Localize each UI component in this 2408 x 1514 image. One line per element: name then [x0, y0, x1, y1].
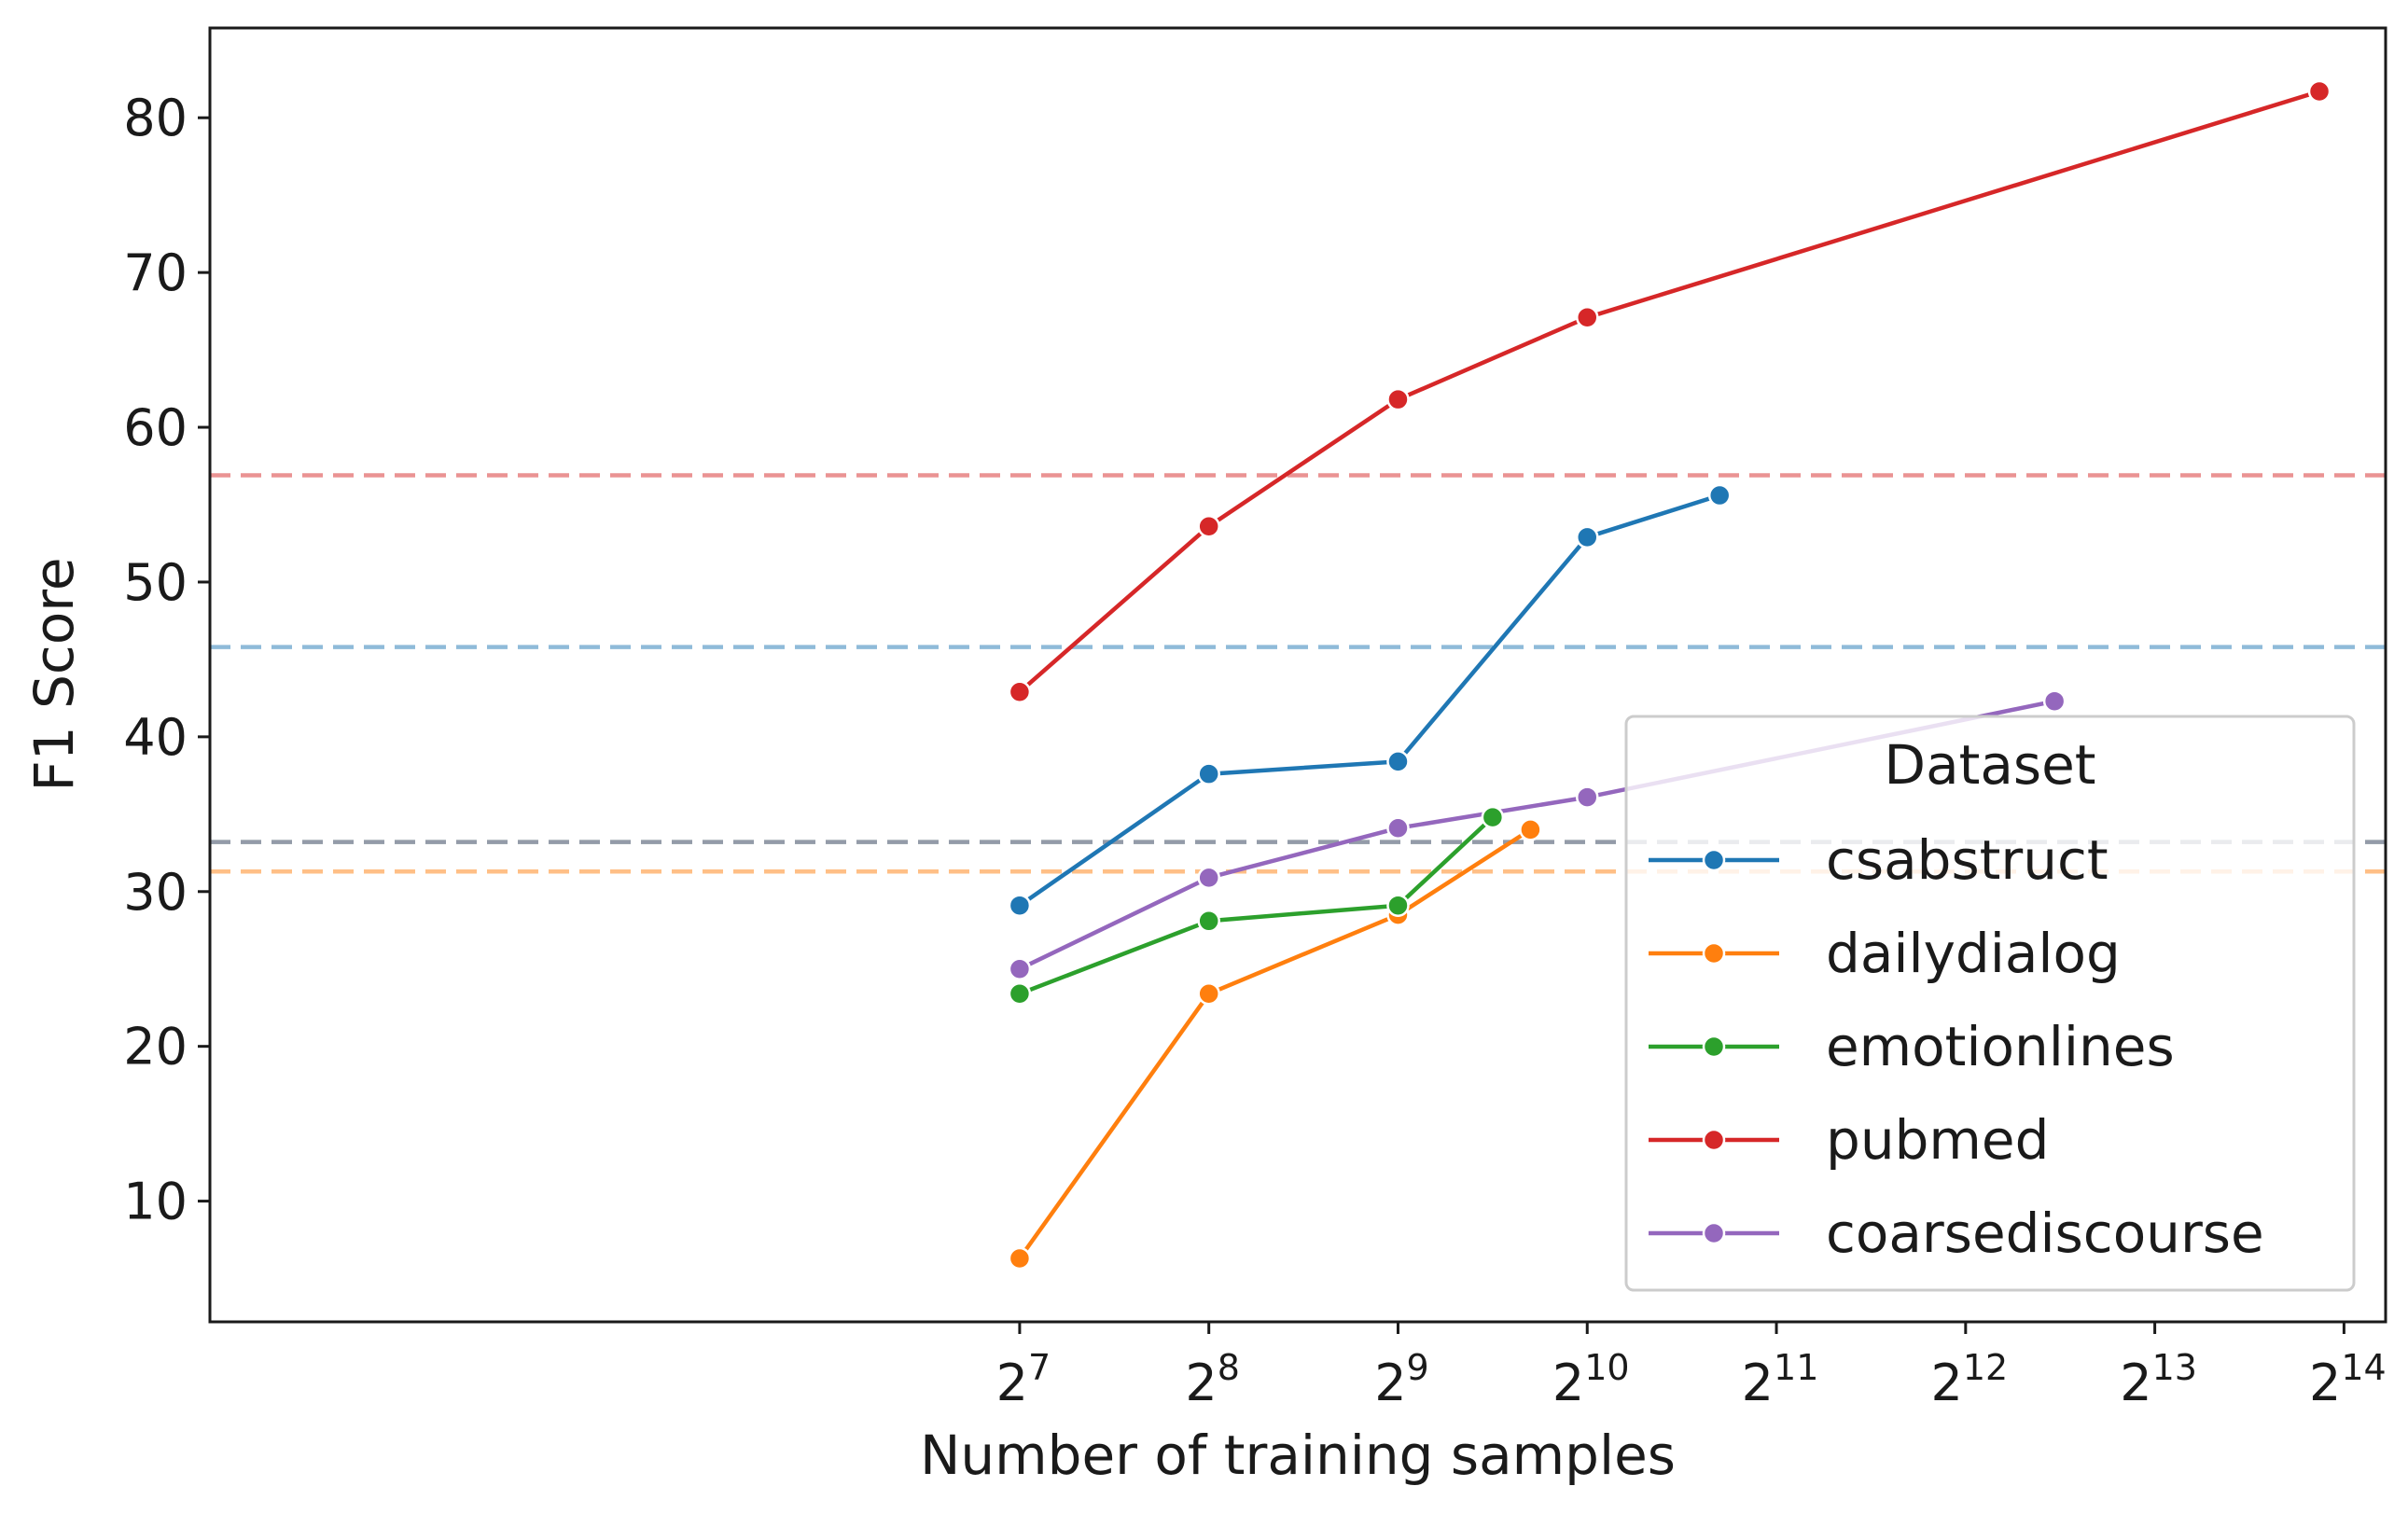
y-axis-title: F1 Score: [22, 557, 86, 791]
x-tick-label-6: 213: [2120, 1347, 2197, 1412]
y-tick-label-7: 80: [123, 89, 188, 147]
data-point-pubmed-3: [1576, 306, 1599, 329]
data-point-coarsediscourse-3: [1576, 785, 1599, 809]
data-point-pubmed-0: [1008, 680, 1032, 703]
legend-label: pubmed: [1826, 1108, 2049, 1172]
x-tick-label-5: 212: [1930, 1347, 2008, 1412]
y-tick-label-0: 10: [123, 1173, 188, 1231]
legend-label: emotionlines: [1826, 1015, 2175, 1078]
legend-entry-csabstruct: csabstruct: [1649, 828, 2109, 892]
x-tick-label-4: 211: [1742, 1347, 1819, 1412]
data-point-coarsediscourse-1: [1197, 866, 1220, 890]
legend-swatch-marker: [1702, 1128, 1726, 1152]
y-tick-label-6: 70: [123, 243, 188, 302]
data-point-dailydialog-1: [1197, 982, 1220, 1006]
y-tick-label-2: 30: [123, 863, 188, 922]
x-axis-ticks: 27 28 29 210 211 212 213 214: [996, 1322, 2387, 1412]
legend-entry-emotionlines: emotionlines: [1649, 1015, 2175, 1078]
data-point-csabstruct-4: [1707, 483, 1732, 507]
series-points: [1008, 79, 2331, 1271]
legend-label: csabstruct: [1826, 828, 2109, 892]
legend-entry-pubmed: pubmed: [1649, 1108, 2049, 1172]
legend: Dataset csabstruct dailydialog emotionline…: [1624, 715, 2356, 1292]
data-point-emotionlines-3: [1481, 805, 1505, 829]
data-point-csabstruct-0: [1008, 894, 1032, 917]
x-tick-label-3: 210: [1552, 1347, 1630, 1412]
plot-frame: [208, 26, 2387, 1324]
y-axis-ticks: 10 20 30 40 50 60 70 80: [123, 89, 210, 1231]
data-point-csabstruct-2: [1386, 750, 1410, 773]
legend-entry-coarsediscourse: coarsediscourse: [1649, 1201, 2264, 1265]
data-point-dailydialog-3: [1519, 818, 1542, 841]
legend-swatch-marker: [1702, 1035, 1726, 1059]
series-line-emotionlines: [1017, 814, 1496, 996]
data-point-pubmed-1: [1197, 514, 1220, 538]
legend-label: dailydialog: [1826, 922, 2121, 985]
legend-swatch-marker: [1702, 1221, 1726, 1245]
data-point-dailydialog-0: [1008, 1246, 1032, 1271]
data-point-emotionlines-0: [1008, 982, 1032, 1006]
legend-title: Dataset: [1884, 733, 2095, 797]
x-tick-label-1: 28: [1185, 1347, 1240, 1412]
data-point-csabstruct-3: [1576, 525, 1599, 549]
y-tick-label-3: 40: [123, 708, 188, 767]
legend-label: coarsediscourse: [1826, 1201, 2264, 1265]
legend-swatch-marker: [1702, 941, 1726, 965]
x-tick-label-2: 29: [1374, 1347, 1429, 1412]
legend-entries: csabstruct dailydialog emotionlines pubmed c…: [1649, 828, 2264, 1265]
y-tick-label-5: 60: [123, 398, 188, 457]
x-tick-label-0: 27: [996, 1347, 1051, 1412]
data-point-csabstruct-1: [1197, 762, 1220, 785]
data-point-coarsediscourse-0: [1008, 957, 1032, 980]
series-line-dailydialog: [1017, 827, 1533, 1261]
x-tick-label-7: 214: [2309, 1347, 2387, 1412]
data-point-pubmed-4: [2307, 79, 2331, 104]
y-tick-label-1: 20: [123, 1018, 188, 1076]
data-point-coarsediscourse-4: [2042, 689, 2067, 713]
legend-box: [1624, 715, 2356, 1292]
legend-entry-dailydialog: dailydialog: [1649, 922, 2121, 985]
data-point-emotionlines-2: [1386, 894, 1410, 917]
legend-swatch-marker: [1702, 848, 1726, 872]
y-tick-label-4: 50: [123, 553, 188, 612]
data-point-coarsediscourse-2: [1386, 816, 1410, 840]
data-point-pubmed-2: [1386, 387, 1410, 411]
series-line-pubmed: [1017, 89, 2322, 695]
baseline-lines: [210, 473, 2386, 874]
x-axis-title: Number of training samples: [920, 1424, 1676, 1487]
data-point-emotionlines-1: [1197, 910, 1220, 933]
